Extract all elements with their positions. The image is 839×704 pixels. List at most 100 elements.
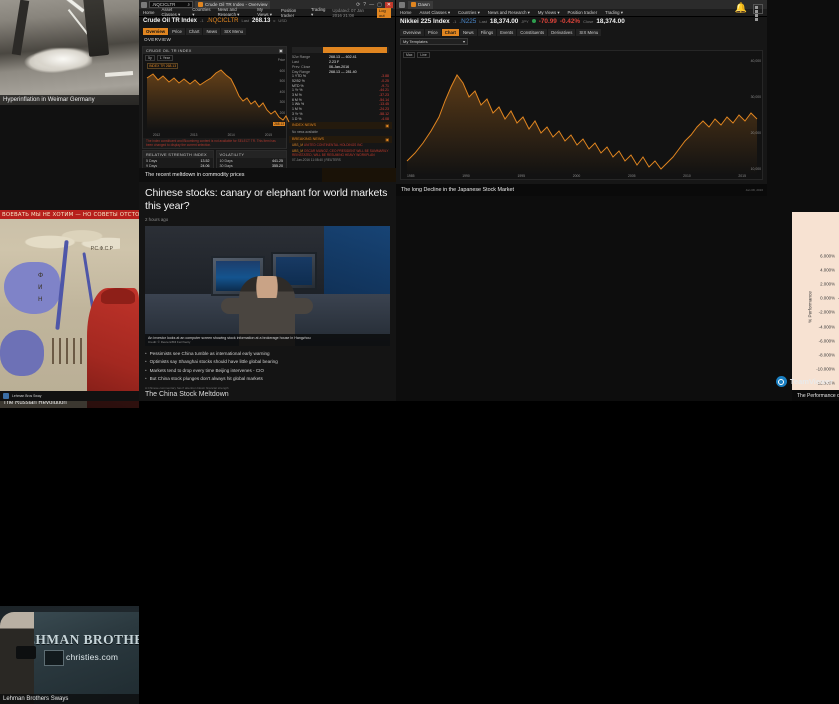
list-item[interactable]: Markets tend to drop every time Beijing … — [145, 367, 390, 375]
grid-icon[interactable] — [753, 3, 763, 21]
search-icon[interactable]: ⌕ — [187, 2, 190, 7]
chart-range-controls[interactable]: Max Line — [403, 52, 430, 58]
stat-value: 268.13 — 602.41 — [329, 54, 357, 59]
tab-events[interactable]: Events — [497, 28, 517, 36]
x-tick: 1990 — [462, 174, 470, 178]
tab-constituents[interactable]: Constituents — [517, 28, 548, 36]
refresh-icon[interactable]: ⟳ — [356, 1, 361, 8]
y-tick: 200 — [279, 110, 285, 115]
chart-range-5y[interactable]: 5y — [145, 55, 155, 61]
chart-title-line2: Year to December 18th 2015 — [792, 232, 839, 245]
menu-item-position-tracker[interactable]: Position tracker — [567, 10, 598, 15]
commodity-headline-band[interactable]: The recent meltdown in commodity prices — [139, 168, 396, 182]
chart-panel-expand-icon[interactable]: ▣ — [279, 48, 283, 53]
x-tick: 2010 — [683, 174, 691, 178]
list-item[interactable]: Pessimists see China tumble as internati… — [145, 350, 390, 358]
logout-button[interactable]: Log out — [377, 7, 392, 18]
pct-value: -37.23 — [379, 93, 389, 98]
price-chart[interactable]: 5y 1 Year INDEX TR 268.13 — [143, 54, 290, 138]
window-title-bar[interactable]: .NQCICLTR ⌕ Crude Oil TR Index - Overvie… — [139, 0, 395, 9]
pct-row: MTD % -9.71 — [289, 83, 392, 88]
menu-item-my-views[interactable]: My Views ▾ — [537, 9, 560, 15]
x-tick: 2015 — [264, 133, 272, 137]
menu-item-home[interactable]: Home — [143, 10, 155, 15]
list-item[interactable]: Optimists say Shanghai stocks should hav… — [145, 358, 390, 366]
bell-icon[interactable]: 🔔 — [734, 3, 747, 14]
table-row: 10 Days 441.25 — [217, 158, 287, 163]
menu-item-asset-classes[interactable]: Asset Classes ▾ — [419, 9, 451, 15]
decor-camera — [16, 646, 36, 659]
image-card-lehman[interactable]: EHMAN BROTHERS christies.com Lehman Brot… — [0, 606, 139, 704]
news-item[interactable]: UBS_M OSCAR MUNOZ, CEO PRESIDENT WILL BE… — [289, 148, 392, 157]
instrument-tabs[interactable]: Overview Price Chart News Filings Events… — [396, 28, 767, 36]
chart-type-line[interactable]: Line — [417, 52, 430, 58]
menu-item-countries[interactable]: Countries ▾ — [192, 7, 211, 17]
minimize-button[interactable]: — — [369, 1, 375, 8]
article-title[interactable]: Chinese stocks: canary or elephant for w… — [145, 187, 388, 213]
tab-filings[interactable]: Filings — [477, 28, 497, 36]
index-news-empty: No news available — [292, 129, 318, 134]
tab-price[interactable]: Price — [424, 28, 441, 36]
help-icon[interactable]: ? — [363, 1, 367, 8]
stat-key: 52w Range — [292, 54, 311, 59]
address-bar[interactable]: .NQCICLTR ⌕ — [149, 1, 193, 8]
tab-chart[interactable]: Chart — [185, 27, 203, 35]
x-tick: 2013 — [190, 133, 198, 137]
menu-item-my-views[interactable]: My Views ▾ — [257, 7, 272, 17]
expand-icon[interactable]: ▣ — [385, 137, 389, 142]
instrument-tabs[interactable]: Overview Price Chart News SIX Menu — [139, 27, 395, 35]
terminal-menu-bar[interactable]: Home Asset Classes ▾ Countries ▾ News an… — [139, 7, 395, 18]
tab-news[interactable]: News — [203, 27, 221, 35]
terminal-body: CRUDE OIL TR INDEX ▣ 5y 1 Year INDEX TR … — [139, 46, 395, 185]
taskbar[interactable]: Lehman Bros Sway — [0, 391, 139, 401]
x-tick: 2000 — [572, 174, 581, 178]
window-controls[interactable]: ⟳ ? — ▢ ✕ — [356, 1, 393, 8]
tab-derivatives[interactable]: Derivatives — [548, 28, 576, 36]
browser-tab-nikkei[interactable]: Dawn — [408, 0, 433, 9]
tab-six-menu[interactable]: SIX Menu — [221, 27, 247, 35]
table-row: 9 Days 24.06 — [143, 163, 213, 168]
tab-overview[interactable]: Overview — [400, 28, 424, 36]
menu-item-home[interactable]: Home — [400, 10, 412, 15]
image-card-russian-revolution[interactable]: ВОЕВАТЬ МЫ НЕ ХОТИМ — НО СОВЕТЫ ОТСТОИМ!… — [0, 210, 139, 408]
menu-item-asset-classes[interactable]: Asset Classes ▾ — [161, 7, 181, 17]
taskbar-app-icon[interactable] — [3, 393, 9, 399]
tab-overview[interactable]: Overview — [143, 27, 169, 35]
menu-item-countries[interactable]: Countries ▾ — [458, 9, 480, 15]
close-button[interactable]: ✕ — [384, 1, 393, 8]
menu-item-trading[interactable]: Trading ▾ — [605, 9, 623, 15]
menu-item-news-research[interactable]: News and Research ▾ — [487, 9, 530, 15]
nikkei-price-chart[interactable]: Max Line 40,000 30,000 2 — [400, 50, 763, 180]
browser-back-icon[interactable] — [399, 1, 405, 8]
tab-price[interactable]: Price — [169, 27, 185, 35]
terminal-menu-bar[interactable]: Home Asset Classes ▾ Countries ▾ News an… — [396, 9, 767, 17]
template-dropdown[interactable]: My Templates ▾ — [400, 38, 468, 45]
menu-item-trading[interactable]: Trading ▾ — [310, 7, 326, 17]
y-axis-title: Price — [277, 58, 285, 62]
maximize-button[interactable]: ▢ — [377, 1, 382, 8]
tab-six-menu[interactable]: SIX Menu — [576, 28, 602, 36]
browser-tab-crude[interactable]: Crude Oil TR Index - Overview — [195, 0, 271, 9]
chevron-down-icon[interactable]: ▾ — [462, 39, 465, 44]
list-item[interactable]: But China stock plunges don't always hit… — [145, 375, 390, 383]
expand-icon[interactable]: ▣ — [385, 123, 389, 128]
next-article-headline[interactable]: The China Stock Meltdown — [145, 390, 229, 398]
system-icons[interactable]: 🔔 — [734, 3, 763, 21]
menu-item-news-research[interactable]: News and Research ▾ — [217, 7, 240, 17]
pct-row: 6 M % -54.14 — [289, 97, 392, 102]
chart-range-max[interactable]: Max — [403, 52, 416, 58]
news-ticker-feed[interactable] — [322, 168, 396, 182]
chart-range-controls[interactable]: 5y 1 Year — [145, 55, 173, 61]
news-item[interactable]: UBS_M UNITED CONTINENTAL HOLDINGS INC — [289, 143, 392, 148]
rsi-value: 13.52 — [200, 158, 210, 163]
pct-value: -24.23 — [379, 107, 389, 112]
browser-back-icon[interactable] — [141, 1, 147, 8]
tab-chart[interactable]: Chart — [441, 28, 459, 36]
x-tick: 2005 — [627, 174, 636, 178]
image-card-hyperinflation[interactable]: Hyperinflation in Weimar Germany — [0, 0, 139, 105]
window-title-bar[interactable]: Dawn — [396, 0, 767, 9]
article-footer-note: A Chinese commentary has if attention bl… — [145, 385, 229, 390]
tab-news[interactable]: News — [459, 28, 477, 36]
menu-item-position-tracker[interactable]: Position tracker — [281, 7, 297, 18]
chart-type-line[interactable]: 1 Year — [156, 55, 173, 61]
